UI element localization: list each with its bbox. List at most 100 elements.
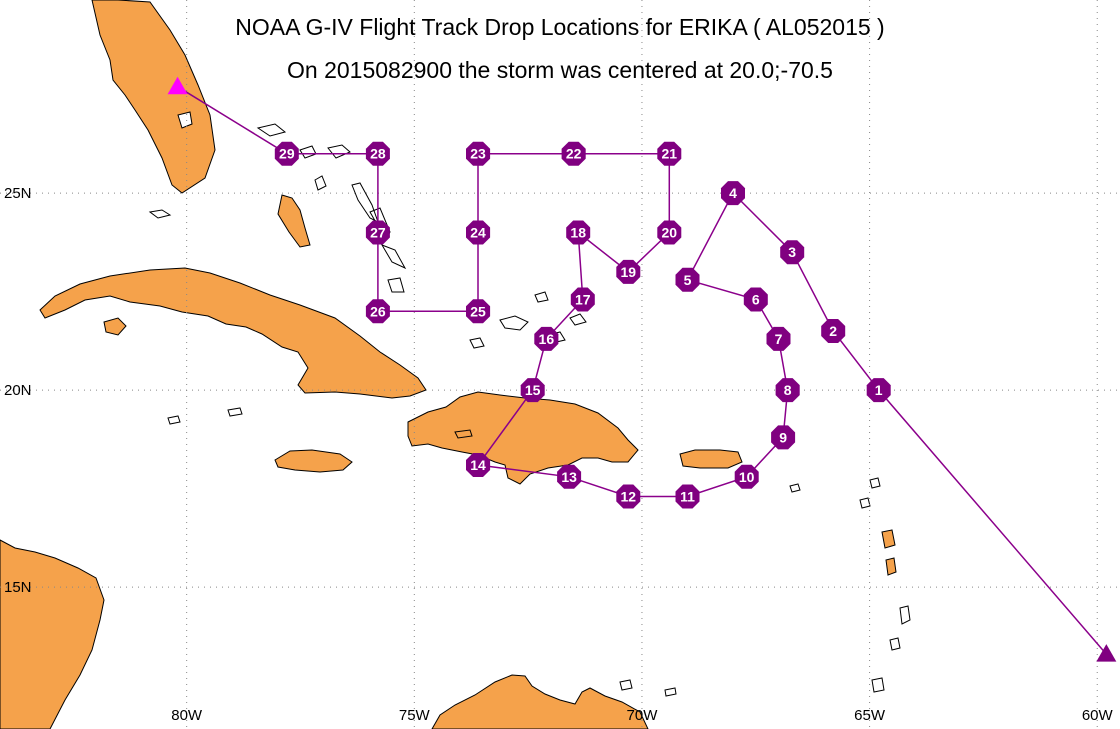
hispaniola-landmass — [407, 391, 639, 485]
drop-marker-octagon — [675, 267, 700, 292]
drop-marker-label: 19 — [621, 264, 637, 280]
drop-marker-3: 3 — [780, 240, 805, 265]
drop-marker-octagon — [657, 220, 682, 245]
drop-marker-octagon — [766, 326, 791, 351]
drop-marker-29: 29 — [274, 141, 299, 166]
lake-okeechobee — [177, 111, 193, 129]
drop-marker-octagon — [557, 464, 582, 489]
drop-marker-label: 24 — [470, 224, 486, 240]
lon-tick-label: 70W — [627, 707, 659, 724]
lon-tick-label: 65W — [854, 707, 886, 724]
drop-marker-label: 6 — [752, 291, 760, 307]
venezuela-landmass — [431, 674, 649, 729]
drop-marker-octagon — [570, 287, 595, 312]
drop-marker-9: 9 — [771, 425, 796, 450]
drop-marker-octagon — [721, 181, 745, 206]
drop-marker-label: 2 — [829, 323, 837, 339]
lat-tick-label: 15N — [4, 579, 32, 596]
drop-marker-6: 6 — [743, 287, 768, 312]
lat-tick-label: 25N — [4, 185, 32, 202]
drop-marker-label: 21 — [661, 146, 677, 162]
drop-marker-label: 23 — [470, 146, 486, 162]
drop-marker-octagon — [274, 141, 299, 166]
drop-marker-label: 8 — [784, 382, 792, 398]
lon-tick-label: 80W — [171, 707, 203, 724]
land-masses — [0, 0, 897, 729]
drop-marker-12: 12 — [616, 484, 641, 509]
drop-marker-11: 11 — [675, 484, 700, 509]
drop-marker-label: 11 — [680, 489, 695, 505]
isle-of-youth — [103, 317, 127, 336]
drop-marker-13: 13 — [557, 464, 582, 489]
lon-tick-label: 75W — [399, 707, 431, 724]
drop-marker-23: 23 — [466, 141, 491, 166]
drop-marker-octagon — [365, 141, 390, 166]
drop-marker-label: 12 — [621, 489, 637, 505]
drop-marker-octagon — [466, 141, 491, 166]
drop-marker-15: 15 — [520, 378, 545, 403]
drop-marker-26: 26 — [365, 299, 390, 324]
drop-marker-24: 24 — [466, 220, 491, 245]
drop-marker-octagon — [743, 287, 768, 312]
drop-marker-octagon — [561, 141, 586, 166]
drop-marker-octagon — [365, 220, 390, 245]
drop-marker-octagon — [866, 378, 891, 403]
drop-marker-octagon — [466, 453, 491, 477]
drop-marker-7: 7 — [766, 326, 791, 351]
drop-marker-label: 15 — [525, 382, 541, 398]
lon-tick-label: 60W — [1082, 707, 1114, 724]
drop-marker-label: 3 — [788, 244, 796, 260]
drop-marker-label: 27 — [370, 224, 386, 240]
drop-marker-label: 14 — [470, 457, 486, 473]
drop-marker-octagon — [466, 299, 491, 324]
drop-marker-octagon — [520, 378, 545, 403]
drop-marker-octagon — [616, 259, 641, 284]
guadeloupe-island — [881, 529, 896, 549]
drop-marker-label: 20 — [661, 224, 677, 240]
drop-marker-octagon — [775, 378, 800, 403]
drop-marker-5: 5 — [675, 267, 700, 292]
drop-marker-25: 25 — [466, 299, 491, 324]
drop-marker-octagon — [616, 484, 641, 509]
drop-marker-octagon — [675, 484, 700, 509]
drop-marker-27: 27 — [365, 220, 390, 245]
drop-marker-label: 18 — [570, 224, 586, 240]
drop-marker-octagon — [365, 299, 390, 324]
jamaica-landmass — [274, 449, 353, 473]
drop-marker-10: 10 — [734, 464, 759, 489]
track-endpoints — [167, 76, 1117, 662]
drop-marker-label: 26 — [370, 303, 386, 319]
martinique-island — [885, 557, 897, 576]
map-subtitle: On 2015082900 the storm was centered at … — [287, 57, 833, 83]
drop-marker-label: 13 — [561, 469, 577, 485]
drop-marker-label: 29 — [279, 146, 295, 162]
track-start-triangle — [167, 76, 188, 95]
drop-marker-4: 4 — [721, 181, 745, 206]
drop-markers: 1234567891011121314151617181920212223242… — [274, 141, 891, 509]
drop-marker-8: 8 — [775, 378, 800, 403]
andros-island — [277, 194, 311, 248]
drop-marker-19: 19 — [616, 259, 641, 284]
map-title: NOAA G-IV Flight Track Drop Locations fo… — [235, 14, 885, 40]
drop-marker-octagon — [466, 220, 491, 245]
axis-tick-labels: 80W 75W 70W 65W 60W 15N 20N 25N — [4, 185, 1113, 724]
drop-marker-octagon — [771, 425, 796, 450]
florida-landmass — [91, 0, 216, 194]
drop-marker-28: 28 — [365, 141, 390, 166]
drop-marker-octagon — [657, 141, 682, 166]
drop-marker-label: 16 — [539, 331, 555, 347]
drop-marker-octagon — [734, 464, 759, 489]
puerto-rico-landmass — [679, 449, 743, 469]
cuba-landmass — [39, 267, 427, 399]
drop-marker-label: 4 — [729, 185, 737, 201]
drop-marker-label: 10 — [739, 469, 755, 485]
drop-marker-2: 2 — [821, 319, 846, 343]
drop-marker-label: 9 — [779, 429, 787, 445]
drop-marker-octagon — [566, 220, 591, 245]
drop-marker-17: 17 — [570, 287, 595, 312]
drop-marker-label: 28 — [370, 146, 386, 162]
drop-marker-14: 14 — [466, 453, 491, 477]
drop-marker-octagon — [821, 319, 846, 343]
